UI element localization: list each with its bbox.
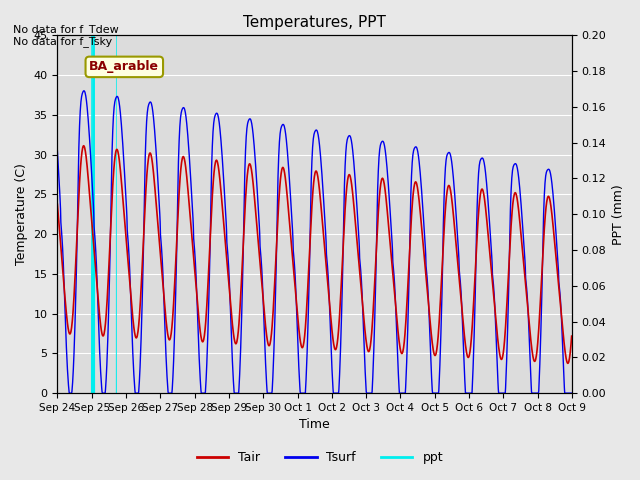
Y-axis label: Temperature (C): Temperature (C) (15, 163, 28, 265)
X-axis label: Time: Time (300, 419, 330, 432)
Title: Temperatures, PPT: Temperatures, PPT (243, 15, 386, 30)
Legend: Tair, Tsurf, ppt: Tair, Tsurf, ppt (192, 446, 448, 469)
Text: BA_arable: BA_arable (90, 60, 159, 73)
Text: No data for f_Tdew
No data for f_Tsky: No data for f_Tdew No data for f_Tsky (13, 24, 118, 48)
Y-axis label: PPT (mm): PPT (mm) (612, 184, 625, 245)
